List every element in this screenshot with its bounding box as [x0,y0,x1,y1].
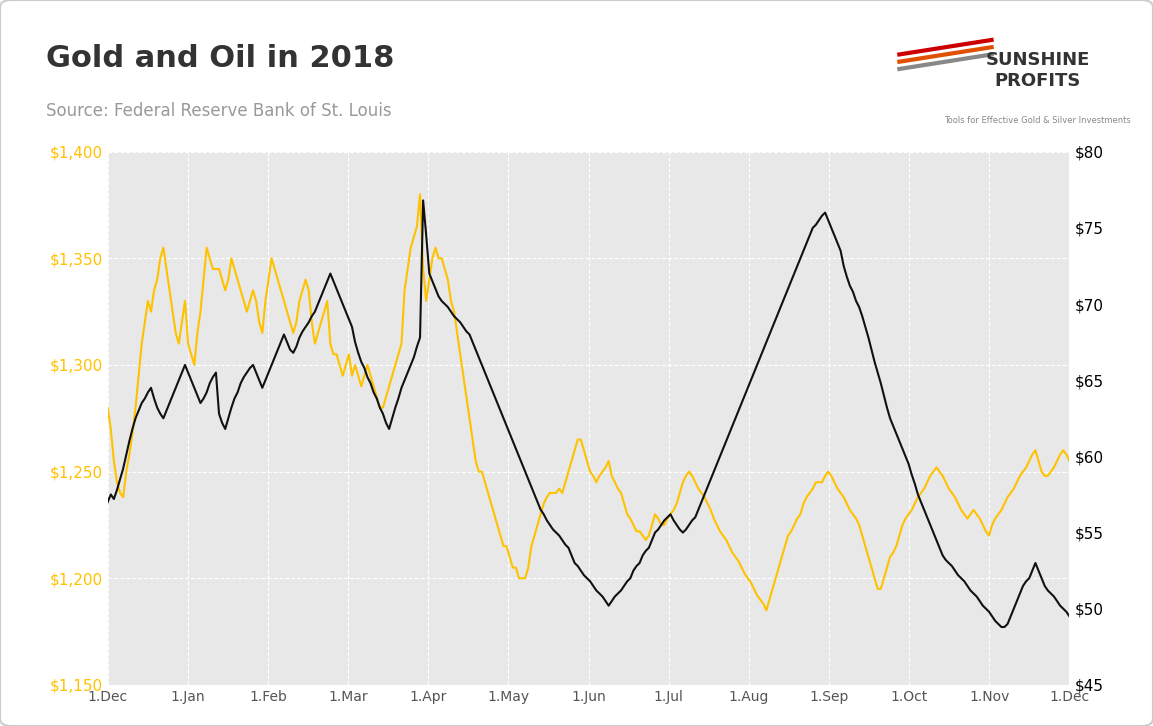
Text: Source: Federal Reserve Bank of St. Louis: Source: Federal Reserve Bank of St. Loui… [46,102,392,120]
Text: Tools for Effective Gold & Silver Investments: Tools for Effective Gold & Silver Invest… [944,116,1131,125]
Text: SUNSHINE
PROFITS: SUNSHINE PROFITS [986,51,1090,89]
Text: Gold and Oil in 2018: Gold and Oil in 2018 [46,44,394,73]
